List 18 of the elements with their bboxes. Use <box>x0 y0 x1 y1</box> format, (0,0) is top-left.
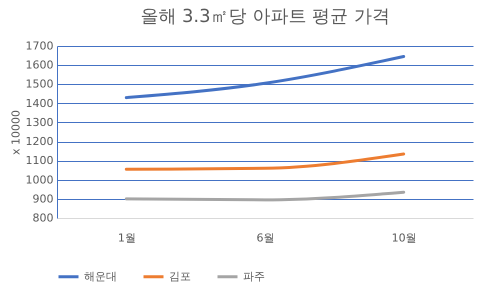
y-tick-label: 900 <box>32 192 54 206</box>
x-tick-label: 10월 <box>392 232 417 244</box>
y-tick-label: 800 <box>32 212 54 224</box>
y-tick-label: 1200 <box>26 135 54 148</box>
chart-title: 올해 3.3㎡당 아파트 평균 가격 <box>140 6 390 27</box>
y-tick-label: 1600 <box>26 58 54 72</box>
x-tick-label: 1월 <box>118 232 136 244</box>
y-axis-title: x 10000 <box>10 110 23 155</box>
y-tick-label: 1500 <box>26 78 54 91</box>
y-tick-label: 1100 <box>26 154 54 168</box>
legend-label: 파주 <box>243 270 265 283</box>
y-tick-label: 1300 <box>26 116 54 129</box>
x-tick-label: 6월 <box>256 232 274 244</box>
legend-label: 김포 <box>169 270 191 283</box>
y-tick-label: 1000 <box>26 173 54 186</box>
legend-label: 해운대 <box>84 270 117 283</box>
y-tick-label: 1700 <box>26 40 54 52</box>
y-tick-label: 1400 <box>26 96 54 110</box>
